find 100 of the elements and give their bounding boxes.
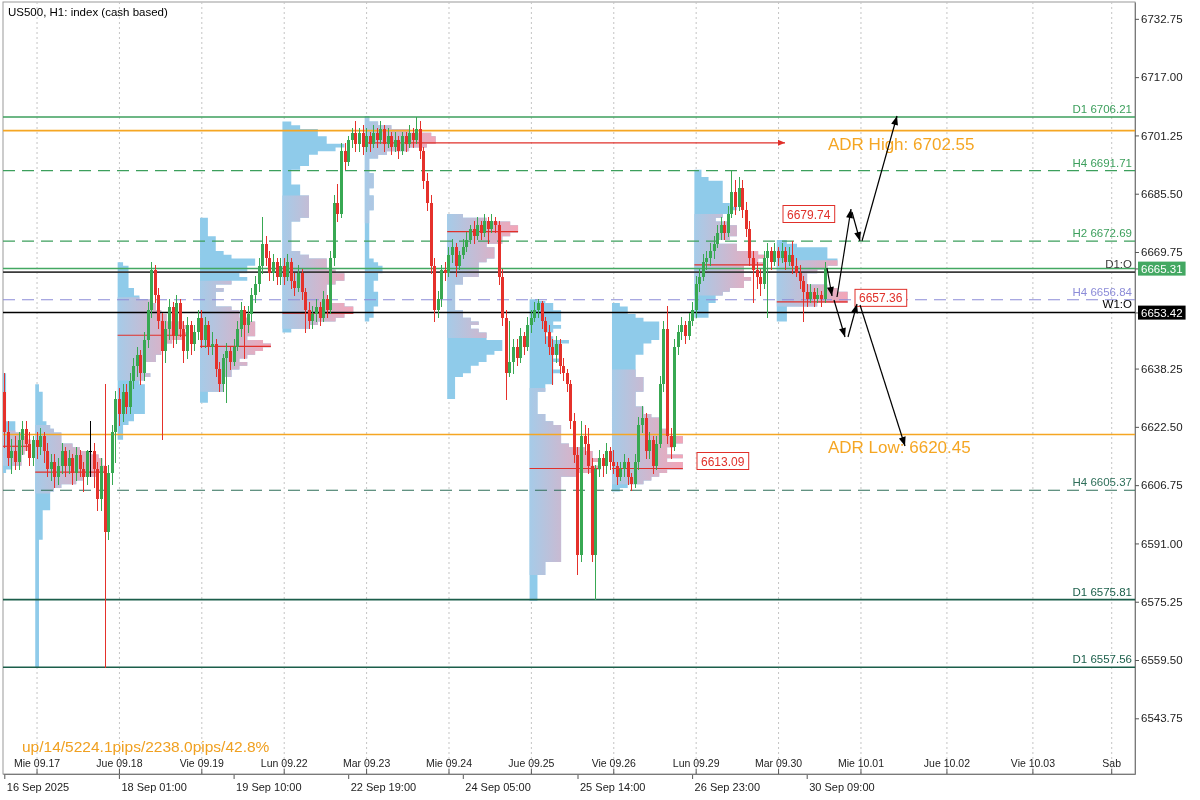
candlestick — [806, 283, 809, 308]
y-tick-label: 6717.00 — [1141, 71, 1183, 84]
candlestick — [734, 179, 737, 216]
candlestick — [315, 298, 318, 323]
candlestick — [311, 305, 314, 330]
candlestick — [200, 309, 203, 349]
candlestick — [32, 435, 35, 467]
text: 22 Sep 19:00 — [350, 781, 417, 793]
x-tick-label: Lun 09.29 — [672, 757, 720, 769]
candlestick — [387, 127, 390, 149]
candlestick — [605, 442, 608, 475]
candlestick — [319, 301, 322, 327]
candlestick — [487, 216, 490, 245]
ref-line-label: H4 6656.84 — [1072, 285, 1133, 298]
ref-line-label: W1:O — [1102, 298, 1133, 311]
candlestick — [383, 124, 386, 153]
candlestick — [118, 387, 121, 427]
candlestick — [684, 320, 687, 345]
x-tick-label: Mar 09.23 — [342, 757, 391, 769]
candlestick — [648, 431, 651, 460]
candlestick — [480, 220, 483, 241]
candlestick — [376, 127, 379, 149]
x-tick-label: Vie 09.26 — [591, 757, 637, 769]
candlestick — [358, 127, 361, 153]
x-tick-label: Sab — [1102, 757, 1122, 769]
candlestick — [53, 453, 56, 489]
candlestick — [10, 438, 13, 475]
candlestick — [204, 316, 207, 349]
x-tick-label: Mie 09.17 — [13, 757, 61, 769]
text: 30 Sep 09:00 — [809, 781, 875, 793]
y-tick-label: 6665.31 — [1141, 262, 1183, 275]
candlestick — [308, 301, 311, 330]
candlestick — [526, 316, 529, 352]
candlestick — [490, 213, 493, 234]
candlestick — [347, 135, 350, 167]
y-tick-label: 6559.50 — [1141, 654, 1183, 667]
candlestick — [476, 216, 479, 241]
candlestick — [336, 183, 339, 223]
y-tick-label: 6669.75 — [1141, 246, 1183, 259]
candlestick — [297, 264, 300, 293]
candlestick — [390, 131, 393, 156]
ref-line-label: H4 6605.37 — [1072, 476, 1132, 489]
y-tick-label: 6606.75 — [1141, 479, 1183, 492]
candlestick — [243, 305, 246, 360]
candlestick — [272, 253, 275, 282]
candlestick — [136, 346, 139, 378]
x-tick-label: Vie 10.03 — [1010, 757, 1056, 769]
candlestick — [405, 131, 408, 153]
candlestick — [122, 383, 125, 423]
candlestick — [71, 453, 74, 486]
x-tick-label: Mie 09.24 — [425, 757, 473, 769]
candlestick — [254, 275, 257, 304]
candlestick — [344, 142, 347, 171]
y-tick-label: 6685.50 — [1141, 187, 1183, 200]
candlestick — [207, 320, 210, 356]
candlestick — [412, 127, 415, 149]
candlestick — [276, 257, 279, 286]
candlestick — [401, 131, 404, 156]
text: 19 Sep 10:00 — [236, 781, 302, 793]
candlestick — [598, 449, 601, 478]
candlestick — [229, 346, 232, 371]
candlestick — [39, 427, 42, 456]
candlestick — [523, 331, 526, 356]
candlestick — [741, 179, 744, 219]
text: 24 Sep 05:00 — [465, 781, 531, 793]
candlestick — [164, 320, 167, 364]
candlestick — [609, 446, 612, 471]
y-tick-label: 6701.25 — [1141, 129, 1183, 142]
candlestick — [619, 461, 622, 482]
x-tick-label: Lun 09.22 — [260, 757, 308, 769]
candlestick — [354, 120, 357, 153]
candlestick — [720, 216, 723, 241]
annotation: up/14/5224.1pips/2238.0pips/42.8% — [22, 738, 270, 755]
candlestick — [616, 461, 619, 486]
candlestick — [809, 283, 812, 304]
y-tick-label: 6622.50 — [1141, 421, 1183, 434]
candlestick — [50, 453, 53, 482]
candlestick — [483, 213, 486, 238]
text: 25 Sep 14:00 — [580, 781, 646, 793]
candlestick — [702, 253, 705, 282]
candlestick — [168, 298, 171, 341]
candlestick — [240, 301, 243, 338]
candlestick — [362, 124, 365, 156]
candlestick — [193, 324, 196, 352]
candlestick — [57, 457, 60, 486]
candlestick — [788, 246, 791, 267]
y-tick-label: 6575.25 — [1141, 595, 1183, 608]
ref-line-label: D1 6557.56 — [1072, 653, 1132, 666]
candlestick — [777, 246, 780, 267]
candlestick — [125, 383, 128, 415]
ref-line-label: D1 6706.21 — [1072, 103, 1132, 116]
candlestick — [190, 320, 193, 356]
candlestick — [326, 294, 329, 319]
candlestick — [623, 453, 626, 478]
y-tick-label: 6543.75 — [1141, 712, 1183, 725]
candlestick — [519, 327, 522, 364]
ref-line-label: D1 6575.81 — [1072, 585, 1132, 598]
candlestick — [458, 250, 461, 271]
x-tick-label: Mar 09.30 — [754, 757, 803, 769]
candlestick — [408, 124, 411, 149]
